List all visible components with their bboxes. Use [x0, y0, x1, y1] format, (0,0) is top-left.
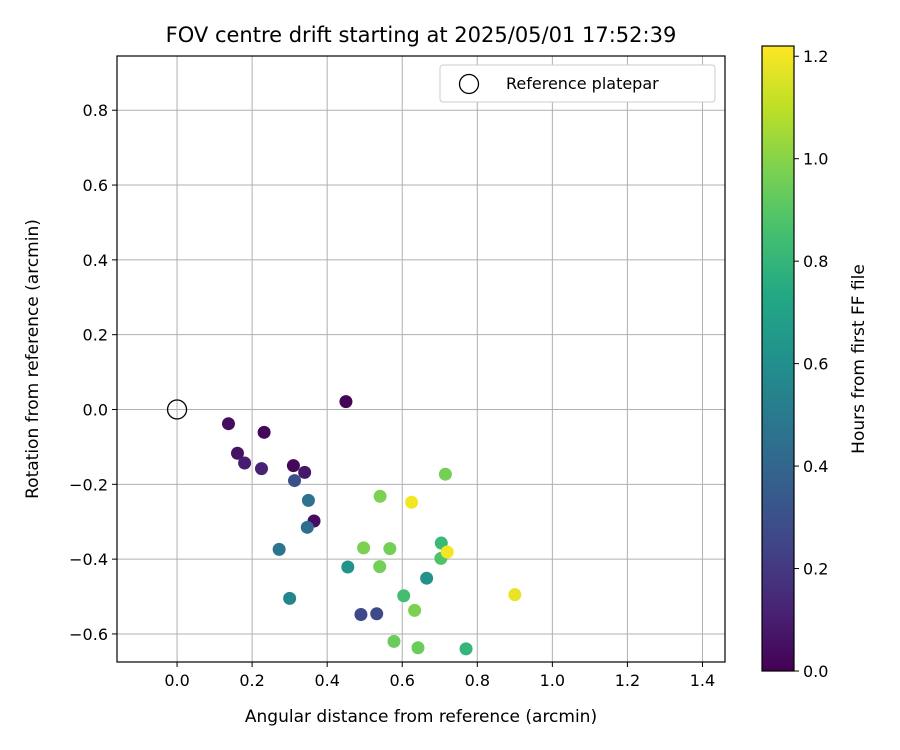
scatter-point — [405, 495, 419, 509]
colorbar-tick-label: 0.4 — [803, 457, 828, 476]
scatter-point — [257, 425, 271, 439]
colorbar-label: Hours from first FF file — [849, 264, 869, 454]
colorbar-ticks: 0.0 0.2 0.4 0.6 0.8 1.0 1.2 — [794, 47, 828, 681]
chart-title: FOV centre drift starting at 2025/05/01 … — [166, 23, 677, 47]
scatter-point — [411, 641, 425, 655]
scatter-point — [459, 642, 473, 656]
y-tick-label: −0.2 — [69, 475, 108, 494]
colorbar-tick-label: 0.0 — [803, 662, 828, 681]
x-tick-label: 0.4 — [314, 671, 339, 690]
y-axis-ticks: −0.6 −0.4 −0.2 0.0 0.2 0.4 0.6 0.8 — [69, 101, 117, 644]
scatter-point — [387, 634, 401, 648]
scatter-point — [238, 456, 252, 470]
legend-reference-marker — [458, 73, 480, 95]
x-axis-ticks: 0.0 0.2 0.4 0.6 0.8 1.0 1.2 1.4 — [164, 662, 715, 690]
colorbar-frame — [761, 45, 795, 672]
reference-platepar-marker — [166, 399, 188, 420]
scatter-point — [354, 607, 368, 621]
scatter-point — [373, 560, 387, 574]
legend-box — [439, 64, 716, 103]
scatter-point — [397, 589, 411, 603]
scatter-point — [341, 560, 355, 574]
colorbar-tick-label: 0.2 — [803, 560, 828, 579]
scatter-point — [254, 462, 268, 476]
y-tick-label: −0.4 — [69, 550, 108, 569]
scatter-point — [438, 467, 452, 481]
scatter-point — [230, 446, 244, 460]
grid-lines — [117, 56, 725, 662]
legend-entry-reference: Reference platepar — [506, 74, 659, 93]
scatter-point — [301, 493, 315, 507]
colorbar: 0.0 0.2 0.4 0.6 0.8 1.0 1.2 Hours from first F… — [761, 45, 869, 681]
x-tick-label: 0.0 — [164, 671, 189, 690]
x-tick-label: 0.2 — [239, 671, 264, 690]
scatter-point — [420, 571, 434, 585]
x-tick-label: 0.8 — [465, 671, 490, 690]
scatter-point — [373, 489, 387, 503]
colorbar-tick-label: 1.0 — [803, 150, 828, 169]
x-tick-label: 1.4 — [690, 671, 715, 690]
y-tick-label: 0.6 — [83, 176, 108, 195]
scatter-point — [357, 541, 371, 555]
x-tick-label: 1.2 — [615, 671, 640, 690]
scatter-point — [383, 542, 397, 556]
reference-point-group — [166, 399, 188, 420]
y-tick-label: −0.6 — [69, 625, 108, 644]
scatter-point — [440, 545, 454, 559]
scatter-point — [286, 459, 300, 473]
y-tick-label: 0.0 — [83, 401, 108, 420]
x-tick-label: 0.6 — [390, 671, 415, 690]
colorbar-tick-label: 0.8 — [803, 252, 828, 271]
y-tick-label: 0.2 — [83, 326, 108, 345]
y-tick-label: 0.8 — [83, 101, 108, 120]
data-points — [221, 395, 522, 656]
scatter-point — [283, 591, 297, 605]
scatter-point — [221, 417, 235, 431]
scatter-point — [370, 607, 384, 621]
y-axis-label: Rotation from reference (arcmin) — [23, 219, 43, 499]
scatter-point — [298, 465, 312, 479]
scatter-point — [272, 542, 286, 556]
colorbar-tick-label: 0.6 — [803, 355, 828, 374]
scatter-point — [408, 603, 422, 617]
colorbar-tick-label: 1.2 — [803, 47, 828, 66]
scatter-point — [508, 588, 522, 602]
scatter-point — [339, 395, 353, 409]
scatter-point — [288, 474, 302, 488]
colorbar-gradient — [762, 46, 794, 671]
x-axis-label: Angular distance from reference (arcmin) — [245, 707, 597, 727]
scatter-point — [300, 520, 314, 534]
x-tick-label: 1.0 — [540, 671, 565, 690]
plot-frame — [116, 55, 726, 663]
y-tick-label: 0.4 — [83, 251, 108, 270]
legend: Reference platepar — [439, 64, 716, 103]
